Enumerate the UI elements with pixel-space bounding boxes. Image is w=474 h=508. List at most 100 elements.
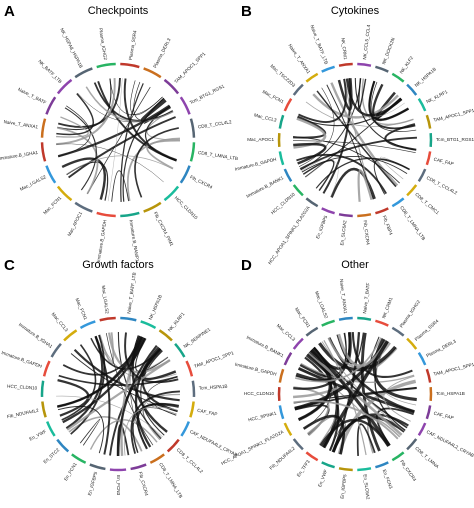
- sector-arc: [321, 207, 335, 215]
- chord: [61, 344, 97, 421]
- sector-label: Mac_LGALS2: [101, 285, 110, 314]
- sector-label: NK_SERPINE1: [183, 327, 212, 350]
- sector-label: CAF_NDUFA4L2_CRYAB: [189, 429, 238, 458]
- sector-label: Immature.B_GAPDH: [96, 220, 108, 263]
- sector-arc: [406, 337, 418, 350]
- sector-arc: [130, 463, 147, 471]
- sector-label: CD8_T_CCL4L2: [198, 119, 233, 129]
- sector-arc: [56, 438, 70, 453]
- sector-arc: [45, 96, 57, 115]
- chord: [87, 86, 151, 195]
- sector-label: Mac_FCN1: [42, 195, 62, 215]
- chord: [57, 336, 144, 408]
- sector-arc: [191, 380, 196, 397]
- sector-label: Immature.B_RAMP1: [128, 220, 140, 263]
- sector-label: NK_HSPA1B: [414, 66, 437, 87]
- sector-label: Tcm_BTG1_RGS1: [189, 83, 226, 105]
- sector-arc: [41, 401, 47, 418]
- sector-arc: [425, 368, 432, 383]
- sector-arc: [166, 438, 180, 453]
- sector-arc: [283, 98, 293, 112]
- sector-arc: [375, 461, 389, 469]
- chord: [298, 78, 347, 123]
- sector-arc: [149, 453, 165, 464]
- chord: [293, 400, 399, 440]
- chord: [61, 157, 106, 200]
- sector-arc: [417, 168, 427, 182]
- sector-arc: [174, 342, 186, 358]
- sector-arc: [40, 118, 47, 138]
- sector-arc: [425, 405, 432, 420]
- sector-label: Plasma_SSR4: [128, 30, 138, 61]
- chord: [117, 331, 162, 440]
- chord: [58, 374, 178, 386]
- chord: [372, 338, 417, 402]
- sector-label: CD8_T_LMNA_LTB: [158, 462, 183, 499]
- chord: [134, 127, 179, 198]
- chord: [142, 407, 177, 439]
- sector-arc: [406, 184, 418, 197]
- panel-letter: D: [241, 257, 252, 274]
- chord: [98, 332, 115, 365]
- sector-label: Naive_T_BATF: [17, 87, 47, 106]
- chord: [326, 84, 374, 200]
- sector-label: En_FCN3: [382, 469, 394, 490]
- sector-arc: [278, 405, 285, 420]
- sector-arc: [71, 453, 87, 464]
- sector-arc: [406, 438, 418, 451]
- sector-label: NK_KLRF1: [167, 311, 186, 333]
- sector-label: Plasma_DERL3: [425, 339, 457, 359]
- sector-label: CD8_T_CCL4L2: [426, 175, 459, 195]
- sector-arc: [357, 467, 372, 472]
- chord: [330, 82, 399, 187]
- chord: [383, 375, 415, 422]
- sector-arc: [120, 316, 137, 322]
- sector-label: HCC_CLDN10: [244, 391, 275, 396]
- chord: [298, 87, 335, 167]
- panel: A Checkpoints Plasma_SSR4 Plasma_DERL3 TAM_A…: [0, 3, 238, 262]
- sector-arc: [189, 118, 196, 138]
- sector-label: Mac_LGALS2: [314, 291, 329, 320]
- sector-arc: [391, 326, 405, 337]
- sector-arc: [63, 329, 78, 342]
- sector-label: HCC_CLDN10: [270, 191, 296, 215]
- sector-arc: [99, 316, 116, 322]
- sector-arc: [42, 360, 51, 377]
- chord: [79, 418, 101, 446]
- sector-arc: [375, 319, 389, 327]
- chord: [136, 403, 179, 450]
- sector-label: Immature.B_GAPDH: [1, 350, 43, 369]
- sector-arc: [292, 438, 304, 451]
- sector-arc: [278, 114, 285, 129]
- chord: [299, 136, 417, 170]
- sector-label: Fib_CXCR4: [399, 459, 417, 482]
- sector-arc: [283, 422, 293, 436]
- panel-title: Checkpoints: [88, 5, 149, 17]
- chord: [332, 413, 409, 453]
- sector-label: NK_CCL5_CCL4: [362, 24, 371, 60]
- sector-label: Immature.B_IGHA1: [18, 322, 54, 349]
- chord: [345, 78, 403, 117]
- sector-arc: [143, 201, 162, 213]
- sector-arc: [292, 83, 304, 96]
- sector-label: Mac_FCN1: [294, 307, 312, 329]
- sector-arc: [74, 67, 93, 79]
- sector-arc: [74, 201, 93, 213]
- chord: [130, 80, 163, 116]
- sector-label: CD8_T_LMNA_LTB: [399, 205, 426, 241]
- chords: [56, 78, 181, 202]
- sector-arc: [140, 320, 157, 330]
- chords: [293, 77, 417, 202]
- sector-label: Naive_T_BATF_LTB: [126, 272, 137, 314]
- sector-label: Mac_APOC1: [247, 137, 274, 142]
- chord: [368, 80, 409, 121]
- sector-label: Naive_T_BATF_LTB: [309, 24, 328, 65]
- sector-label: Tcm_HSPA1B: [199, 384, 228, 391]
- sector-label: TAM_APOC1_SPP1: [193, 350, 234, 369]
- sector-label: En_FCN1: [63, 461, 78, 481]
- sector-label: Mac_APOC1: [67, 211, 84, 238]
- chord: [321, 340, 389, 448]
- sector-arc: [357, 62, 372, 67]
